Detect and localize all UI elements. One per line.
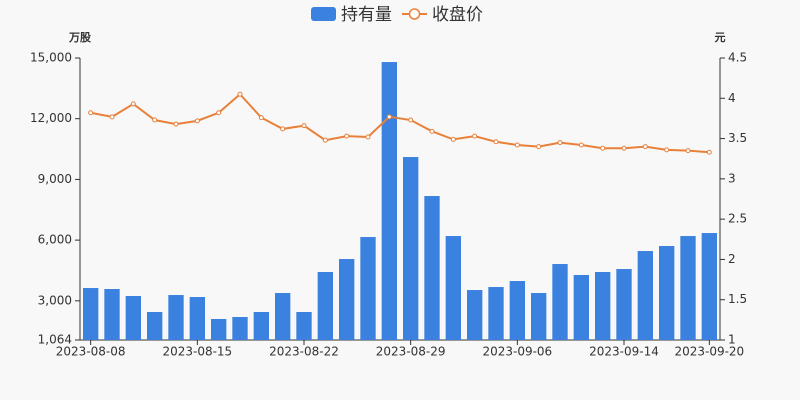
legend-swatch	[311, 7, 336, 21]
line-point	[258, 115, 264, 121]
y-tick-label: 9,000	[38, 172, 72, 186]
line-point	[194, 118, 200, 124]
bar	[168, 295, 184, 340]
line-point	[685, 148, 691, 154]
bar	[210, 318, 227, 340]
line-point	[386, 114, 392, 120]
x-tick-label: 2023-08-22	[269, 345, 339, 359]
x-tick-label: 2023-09-20	[674, 345, 744, 359]
y2-tick-label: 4	[728, 91, 736, 105]
bar	[488, 287, 504, 340]
y2-tick-label: 1	[728, 333, 736, 347]
line-point	[88, 110, 94, 116]
x-tick-label: 2023-09-14	[589, 345, 659, 359]
y2-tick-label: 2	[728, 252, 736, 266]
line-point	[429, 128, 435, 134]
line-point	[664, 147, 670, 153]
bar	[658, 246, 675, 340]
x-tick-label: 2023-08-29	[376, 345, 446, 359]
line-point	[600, 145, 606, 151]
bar	[253, 312, 270, 340]
x-tick-label: 2023-09-06	[482, 345, 552, 359]
y2-tick-label: 4.5	[728, 51, 747, 65]
bar	[82, 288, 99, 340]
line-point	[301, 123, 307, 129]
y2-tick-label: 1.5	[728, 292, 747, 306]
y-tick-label: 3,000	[38, 293, 72, 307]
line-point	[536, 144, 542, 150]
line-point	[642, 144, 648, 150]
bar	[146, 312, 163, 340]
bar	[552, 264, 568, 340]
line-point	[216, 110, 222, 116]
y-axis-unit: 万股	[68, 31, 92, 44]
bar	[402, 157, 419, 340]
legend-label: 持有量	[341, 5, 392, 25]
bar	[573, 275, 590, 340]
line-point	[365, 134, 371, 140]
bar	[360, 237, 376, 340]
line	[90, 92, 710, 154]
line-point	[621, 145, 627, 151]
line-point	[578, 142, 584, 148]
legend-swatch-point	[408, 8, 421, 20]
line-point	[237, 91, 243, 97]
bar	[104, 289, 120, 340]
bar	[338, 259, 355, 340]
line-point	[493, 139, 499, 145]
y-tick-label: 15,000	[30, 51, 72, 65]
bar	[189, 297, 206, 340]
bar	[466, 290, 483, 340]
line-point	[557, 140, 563, 146]
bar	[381, 62, 398, 341]
line-point	[152, 117, 158, 123]
line-point	[450, 136, 456, 142]
bar	[445, 236, 462, 340]
line-point	[130, 101, 136, 107]
bar	[424, 196, 440, 340]
bar	[296, 312, 312, 340]
line-point	[322, 137, 328, 143]
y-tick-label: 12,000	[30, 111, 72, 125]
line-point	[280, 126, 286, 132]
line-point	[514, 142, 520, 148]
bar	[317, 272, 334, 340]
y-tick-label: 6,000	[38, 233, 72, 247]
y2-axis-unit: 元	[715, 31, 726, 44]
bar	[637, 251, 654, 340]
y2-tick-label: 2.5	[728, 212, 747, 226]
line-point	[408, 117, 414, 123]
bar	[125, 296, 142, 340]
x-tick-label: 2023-08-08	[56, 345, 126, 359]
line-point	[472, 133, 478, 139]
line-point	[173, 121, 179, 127]
x-tick-label: 2023-08-15	[162, 345, 232, 359]
bar	[530, 293, 547, 340]
y2-tick-label: 3.5	[728, 131, 747, 145]
line-point	[706, 149, 712, 155]
legend-label: 收盘价	[432, 5, 483, 25]
bar	[509, 281, 526, 340]
bar	[616, 269, 632, 340]
y2-tick-label: 3	[728, 171, 736, 185]
bar	[701, 233, 718, 340]
bar	[680, 236, 696, 340]
bar	[594, 272, 611, 340]
line-point	[109, 114, 115, 120]
line-point	[344, 133, 350, 139]
y-tick-label: 1,064	[38, 333, 72, 347]
bar	[274, 293, 291, 340]
bar	[232, 317, 248, 340]
